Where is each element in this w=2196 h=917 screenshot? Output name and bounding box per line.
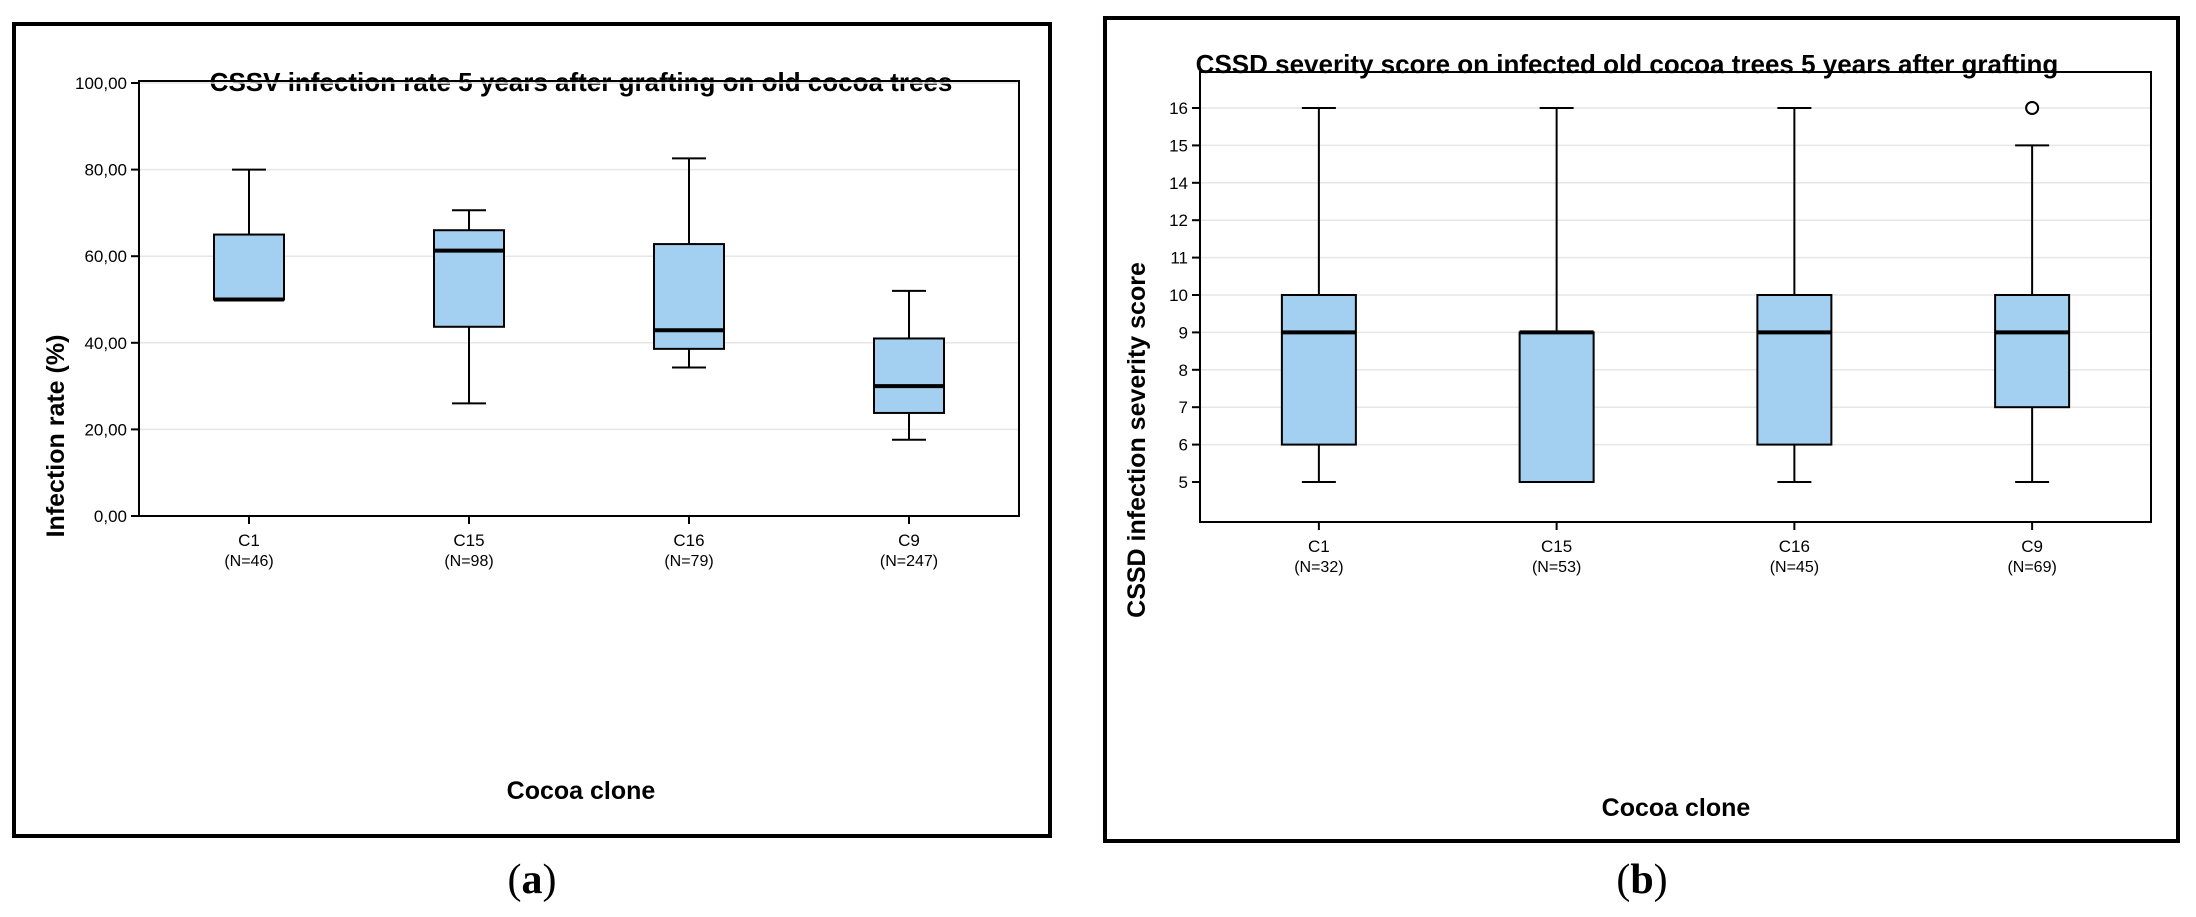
chart-b-n-label: (N=45): [1770, 559, 1819, 576]
chart-b-xtick-label: C1: [1308, 537, 1330, 556]
chart-b-ytick-label: 7: [1179, 398, 1188, 417]
chart-a-ylabel: Infection rate (%): [42, 335, 70, 538]
chart-a-ytick-label: 60,00: [84, 247, 127, 266]
chart-panel-a: CSSV infection rate 5 years after grafti…: [12, 22, 1052, 838]
chart-b-box-C16: [1756, 294, 1833, 446]
chart-a-box-C16: [653, 243, 725, 350]
caption-a: (a): [507, 857, 557, 903]
chart-b-ytick-label: 15: [1169, 136, 1188, 155]
chart-b-ylabel: CSSD infection severity score: [1123, 262, 1151, 618]
chart-a-n-label: (N=79): [664, 553, 713, 570]
chart-b-xtick-label: C9: [2021, 537, 2043, 556]
chart-b-title: CSSD severity score on infected old coco…: [1196, 49, 2059, 79]
chart-a-xtick-label: C1: [238, 531, 260, 550]
chart-b-ytick-label: 8: [1179, 361, 1188, 380]
chart-a-box-C15: [433, 229, 505, 328]
chart-b-xtick-label: C16: [1779, 537, 1810, 556]
caption-a-letter: a: [521, 857, 543, 903]
chart-b-n-label: (N=53): [1532, 559, 1581, 576]
chart-b-box-C9: [1994, 294, 2071, 409]
chart-b-n-label: (N=69): [2007, 559, 2056, 576]
chart-b-svg: CSSD severity score on infected old coco…: [1123, 49, 2152, 822]
chart-b-outlier: [2025, 101, 2040, 115]
chart-b-n-label: (N=32): [1294, 559, 1343, 576]
chart-a-n-label: (N=46): [224, 553, 273, 570]
chart-b-ytick-label: 11: [1170, 249, 1188, 268]
chart-a-ytick-label: 0,00: [94, 507, 127, 526]
chart-a-xtick-label: C9: [898, 531, 920, 550]
chart-b-ytick-label: 12: [1169, 211, 1188, 230]
chart-b-ytick-label: 6: [1179, 436, 1188, 455]
chart-b-xtick-label: C15: [1541, 537, 1572, 556]
chart-a-box-C1: [213, 233, 285, 301]
chart-panel-b: CSSD severity score on infected old coco…: [1103, 16, 2180, 843]
chart-b-xlabel: Cocoa clone: [1602, 794, 1751, 822]
chart-a-ytick-label: 80,00: [84, 161, 127, 180]
chart-a-ytick-label: 100,00: [75, 74, 127, 93]
chart-a-xlabel: Cocoa clone: [507, 777, 656, 805]
chart-a-svg: CSSV infection rate 5 years after grafti…: [42, 67, 1020, 805]
caption-b: (b): [1616, 857, 1668, 903]
chart-a-xtick-label: C15: [453, 531, 484, 550]
chart-b-ytick-label: 5: [1179, 473, 1188, 492]
chart-a-n-label: (N=247): [880, 553, 938, 570]
chart-a-box-C9: [873, 337, 945, 414]
chart-a-ytick-label: 20,00: [84, 420, 127, 439]
chart-b-ytick-label: 9: [1179, 323, 1188, 342]
chart-b-box-C1: [1280, 294, 1357, 446]
chart-a-n-label: (N=98): [444, 553, 493, 570]
chart-a-ytick-label: 40,00: [84, 334, 127, 353]
chart-b-ytick-label: 16: [1169, 99, 1188, 118]
chart-b-ytick-label: 14: [1169, 174, 1188, 193]
chart-b-plot-frame: [1199, 71, 2152, 523]
chart-a-plot-frame: [138, 80, 1020, 517]
chart-a-xtick-label: C16: [673, 531, 704, 550]
chart-b-box-C15: [1518, 331, 1595, 483]
chart-b-ytick-label: 10: [1169, 286, 1188, 305]
caption-b-letter: b: [1630, 857, 1654, 903]
